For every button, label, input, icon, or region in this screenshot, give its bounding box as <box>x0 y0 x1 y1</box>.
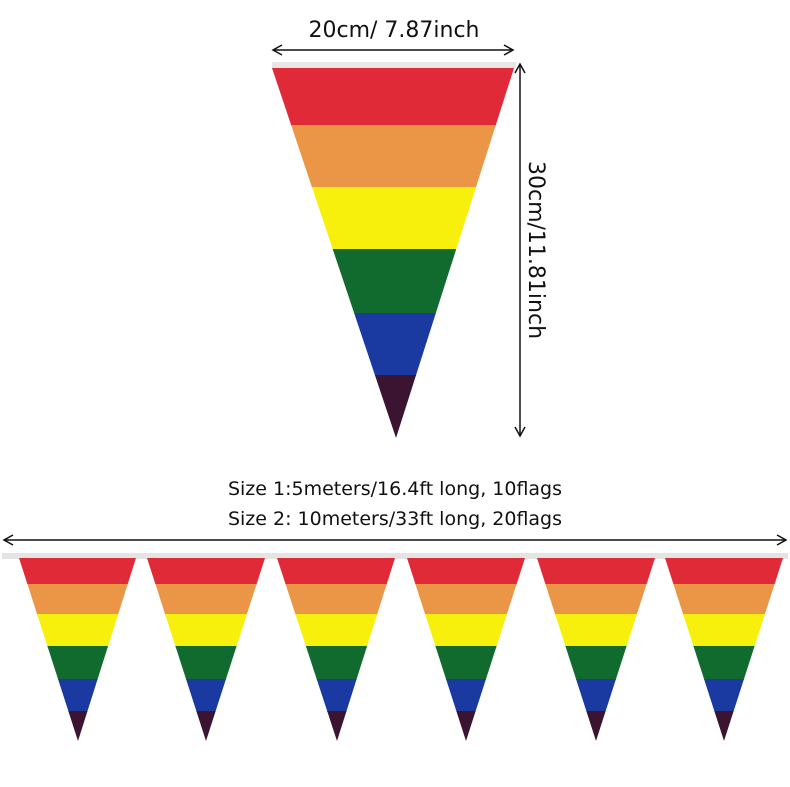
bunting-flag-1 <box>19 558 136 741</box>
size-option-1-text: Size 1:5meters/16.4ft long, 10flags <box>227 478 563 500</box>
stripe-yellow <box>272 187 514 250</box>
height-dimension-arrow <box>514 62 526 438</box>
large-flag-tape <box>272 62 516 68</box>
stripe-blue <box>272 313 514 376</box>
height-label: 30cm/11.81inch <box>523 161 548 340</box>
width-dimension-arrow <box>271 44 515 56</box>
length-dimension-arrow <box>2 534 788 546</box>
stripe-purple <box>272 375 514 438</box>
stripe-red <box>272 68 514 126</box>
width-label: 20cm/ 7.87inch <box>308 18 480 43</box>
bunting-tape <box>2 553 788 559</box>
size-option-2-text: Size 2: 10meters/33ft long, 20flags <box>227 508 563 530</box>
stripe-green <box>272 249 514 314</box>
large-rainbow-pennant <box>272 62 516 438</box>
stripe-orange <box>272 125 514 188</box>
